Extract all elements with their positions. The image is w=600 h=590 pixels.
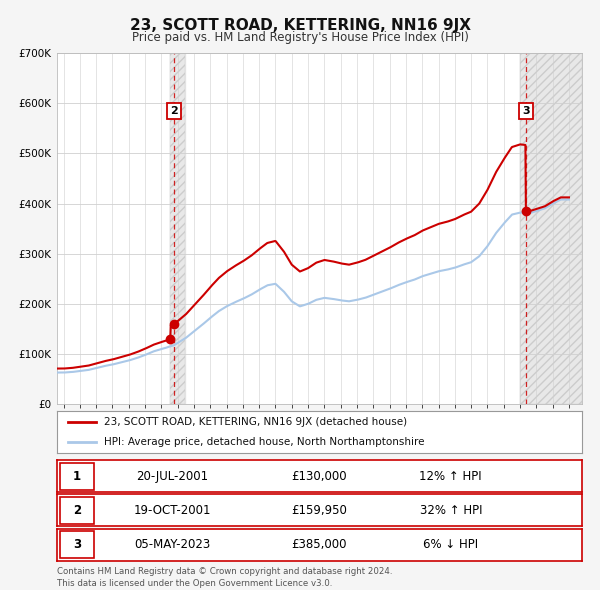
Bar <box>59 463 94 490</box>
Bar <box>59 497 94 524</box>
Text: 05-MAY-2023: 05-MAY-2023 <box>134 538 211 551</box>
Text: £130,000: £130,000 <box>292 470 347 483</box>
Text: £385,000: £385,000 <box>292 538 347 551</box>
Text: Price paid vs. HM Land Registry's House Price Index (HPI): Price paid vs. HM Land Registry's House … <box>131 31 469 44</box>
Bar <box>520 53 582 404</box>
Text: 3: 3 <box>522 106 529 116</box>
Text: 32% ↑ HPI: 32% ↑ HPI <box>419 504 482 517</box>
Text: 2: 2 <box>73 504 81 517</box>
Text: Contains HM Land Registry data © Crown copyright and database right 2024.
This d: Contains HM Land Registry data © Crown c… <box>57 567 392 588</box>
Text: 19-OCT-2001: 19-OCT-2001 <box>134 504 211 517</box>
Text: HPI: Average price, detached house, North Northamptonshire: HPI: Average price, detached house, Nort… <box>104 437 425 447</box>
Bar <box>170 53 185 404</box>
Text: £159,950: £159,950 <box>292 504 347 517</box>
Text: 23, SCOTT ROAD, KETTERING, NN16 9JX (detached house): 23, SCOTT ROAD, KETTERING, NN16 9JX (det… <box>104 417 407 427</box>
Bar <box>170 53 185 404</box>
Text: 2: 2 <box>170 106 178 116</box>
Text: 6% ↓ HPI: 6% ↓ HPI <box>423 538 478 551</box>
Text: 23, SCOTT ROAD, KETTERING, NN16 9JX: 23, SCOTT ROAD, KETTERING, NN16 9JX <box>130 18 470 32</box>
Text: 3: 3 <box>73 538 81 551</box>
Text: 20-JUL-2001: 20-JUL-2001 <box>136 470 209 483</box>
Bar <box>59 531 94 558</box>
Text: 1: 1 <box>73 470 81 483</box>
Bar <box>520 53 582 404</box>
Text: 12% ↑ HPI: 12% ↑ HPI <box>419 470 482 483</box>
